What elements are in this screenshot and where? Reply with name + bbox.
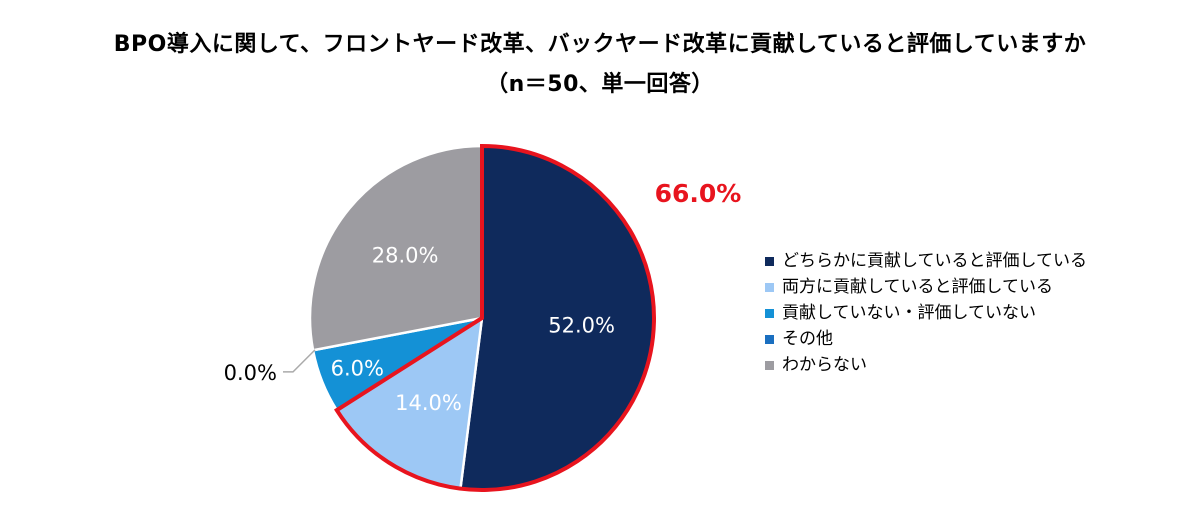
legend-swatch <box>765 360 774 370</box>
highlight-outline <box>334 143 657 492</box>
legend-item-unknown: わからない <box>765 352 1087 378</box>
legend-label: わからない <box>782 355 867 375</box>
legend-item-either-contribute: どちらかに貢献していると評価している <box>765 248 1087 274</box>
legend-label: どちらかに貢献していると評価している <box>782 251 1087 271</box>
data-label-no-contribute: 6.0% <box>331 356 384 380</box>
chart-title: BPO導入に関して、フロントヤード改革、バックヤード改革に貢献していると評価して… <box>113 32 1087 57</box>
data-label-both-contribute: 14.0% <box>395 391 462 415</box>
highlight-label: 66.0% <box>655 179 742 208</box>
legend-label: その他 <box>782 329 833 349</box>
legend-swatch <box>765 282 774 292</box>
legend-label: 両方に貢献していると評価している <box>782 277 1053 297</box>
chart-legend: どちらかに貢献していると評価している 両方に貢献していると評価している 貢献していな… <box>765 248 1087 378</box>
data-label-either-contribute: 52.0% <box>548 313 615 337</box>
leader-line-other <box>283 349 316 373</box>
chart-subtitle: （n＝50、単一回答） <box>486 72 714 97</box>
legend-swatch <box>765 334 774 344</box>
data-label-other: 0.0% <box>224 361 277 385</box>
pie-slice-unknown <box>308 144 484 352</box>
legend-item-both-contribute: 両方に貢献していると評価している <box>765 274 1087 300</box>
data-label-unknown: 28.0% <box>372 243 439 267</box>
legend-label: 貢献していない・評価していない <box>782 303 1036 323</box>
legend-item-other: その他 <box>765 326 1087 352</box>
legend-swatch <box>765 256 774 266</box>
legend-swatch <box>765 308 774 318</box>
legend-item-no-contribute: 貢献していない・評価していない <box>765 300 1087 326</box>
